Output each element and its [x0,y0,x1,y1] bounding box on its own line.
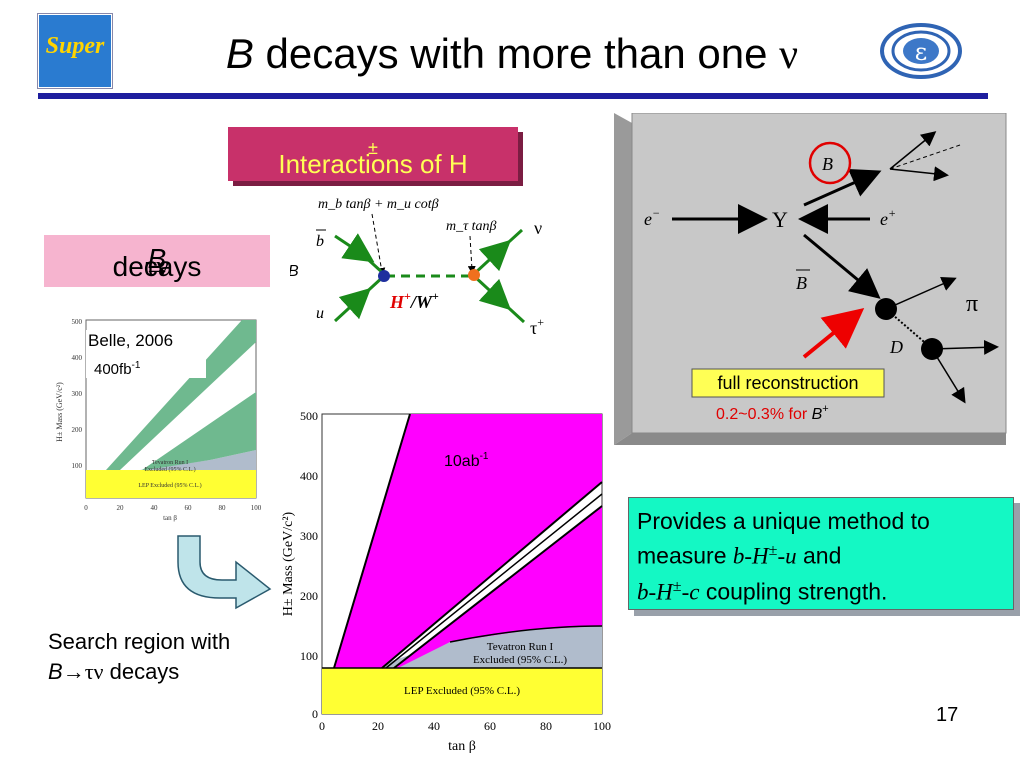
meson-B: B [290,263,299,280]
interactions-box: Interactions of H ± [228,127,518,181]
big-xtick-80: 80 [540,719,552,733]
search-line2: B→τν decays [48,659,180,684]
tau-plus: τ+ [530,315,544,336]
small-xtick-20: 20 [117,504,125,512]
big-xtick-60: 60 [484,719,496,733]
title-nu: ν [779,32,799,78]
big-xtick-20: 20 [372,719,384,733]
belle-label: Belle, 2006 [88,331,173,350]
full-reconstruction-label: full reconstruction [717,373,858,393]
small-xtick-100: 100 [251,504,262,512]
small-tevatron-2: Excluded (95% C.L.) [144,466,195,473]
d-label: D [889,337,903,357]
search-region-text: Search region with B→τν decays [48,627,230,687]
provides-text: Provides a unique method to measure b-H±… [637,508,930,605]
small-ytick-200: 200 [72,426,83,434]
small-ytick-300: 300 [72,390,83,398]
event-panel: e− Υ e+ B B π D full reconstruction 0.2~… [614,113,1007,445]
small-xtick-40: 40 [151,504,159,512]
small-xlabel: tan β [163,514,177,522]
big-xtick-0: 0 [319,719,325,733]
small-xtick-80: 80 [219,504,227,512]
small-ytick-100: 100 [72,462,83,470]
big-xtick-40: 40 [428,719,440,733]
vertex1-coupling: m_b tanβ + m_u cotβ [318,197,439,212]
upsilon-label: Υ [772,207,788,232]
big-ytick-100: 100 [300,649,318,663]
page-number: 17 [936,704,959,726]
superb-exclusion-plot: 500 400 300 200 100 0 0 20 40 60 80 100 … [281,409,611,754]
btau-decays-label: B → τν decays [112,243,202,282]
pi-label: π [966,291,978,317]
propagator-label: H+/W+ [389,289,439,312]
interactions-label: Interactions of H ± [278,138,468,179]
e-minus-label: e− [644,206,660,229]
small-xtick-0: 0 [84,504,88,512]
neutrino-nu: ν [534,218,542,238]
big-tevatron-2: Excluded (95% C.L.) [473,654,567,666]
search-line1: Search region with [48,629,231,654]
small-lep: LEP Excluded (95% C.L.) [138,482,201,489]
feynman-diagram: m_b tanβ + m_u cotβ m_τ tanβ b B u ν τ+ … [290,197,544,336]
vertex2-coupling: m_τ tanβ [446,219,497,234]
efficiency-label: 0.2~0.3% for B+ [716,403,829,423]
big-ytick-500: 500 [300,409,318,423]
e-plus-label: e+ [880,206,896,229]
title-b: B [225,30,254,77]
slide-title: B decays with more than one ν [0,30,1024,79]
lumi-10ab-label: 10ab-1 [444,451,489,470]
big-ytick-0: 0 [312,707,318,721]
small-ylabel: H± Mass (GeV/c²) [55,382,64,442]
title-rule [38,93,988,99]
btau-decays-box: B → τν decays [44,235,270,287]
small-ytick-500: 500 [72,318,83,326]
quark-u: u [316,305,324,322]
quark-bbar: b [316,233,324,250]
curved-arrow [177,535,272,610]
super-logo-text: Super [45,33,105,59]
big-xtick-100: 100 [593,719,611,733]
super-logo: Super [38,14,112,88]
lumi-400-label: 400fb-1 [94,360,141,378]
b-label: B [822,154,833,174]
small-xtick-60: 60 [185,504,193,512]
big-ytick-300: 300 [300,529,318,543]
big-ytick-400: 400 [300,469,318,483]
big-ylabel: H± Mass (GeV/c²) [281,511,296,616]
bbar-label: B [796,273,807,293]
kek-logo-epsilon: ε [915,38,927,66]
big-tevatron-1: Tevatron Run I [487,641,554,653]
big-xlabel: tan β [448,739,476,754]
title-rest: decays with more than one [265,30,768,77]
provides-box: Provides a unique method to measure b-H±… [628,497,1014,610]
kek-logo: ε [880,23,962,79]
big-ytick-200: 200 [300,589,318,603]
belle-exclusion-plot: 500 400 300 200 100 0 20 40 60 80 100 ta… [55,318,262,522]
big-lep: LEP Excluded (95% C.L.) [404,685,520,697]
small-tevatron-1: Tevatron Run I [152,460,188,466]
small-ytick-400: 400 [72,354,83,362]
